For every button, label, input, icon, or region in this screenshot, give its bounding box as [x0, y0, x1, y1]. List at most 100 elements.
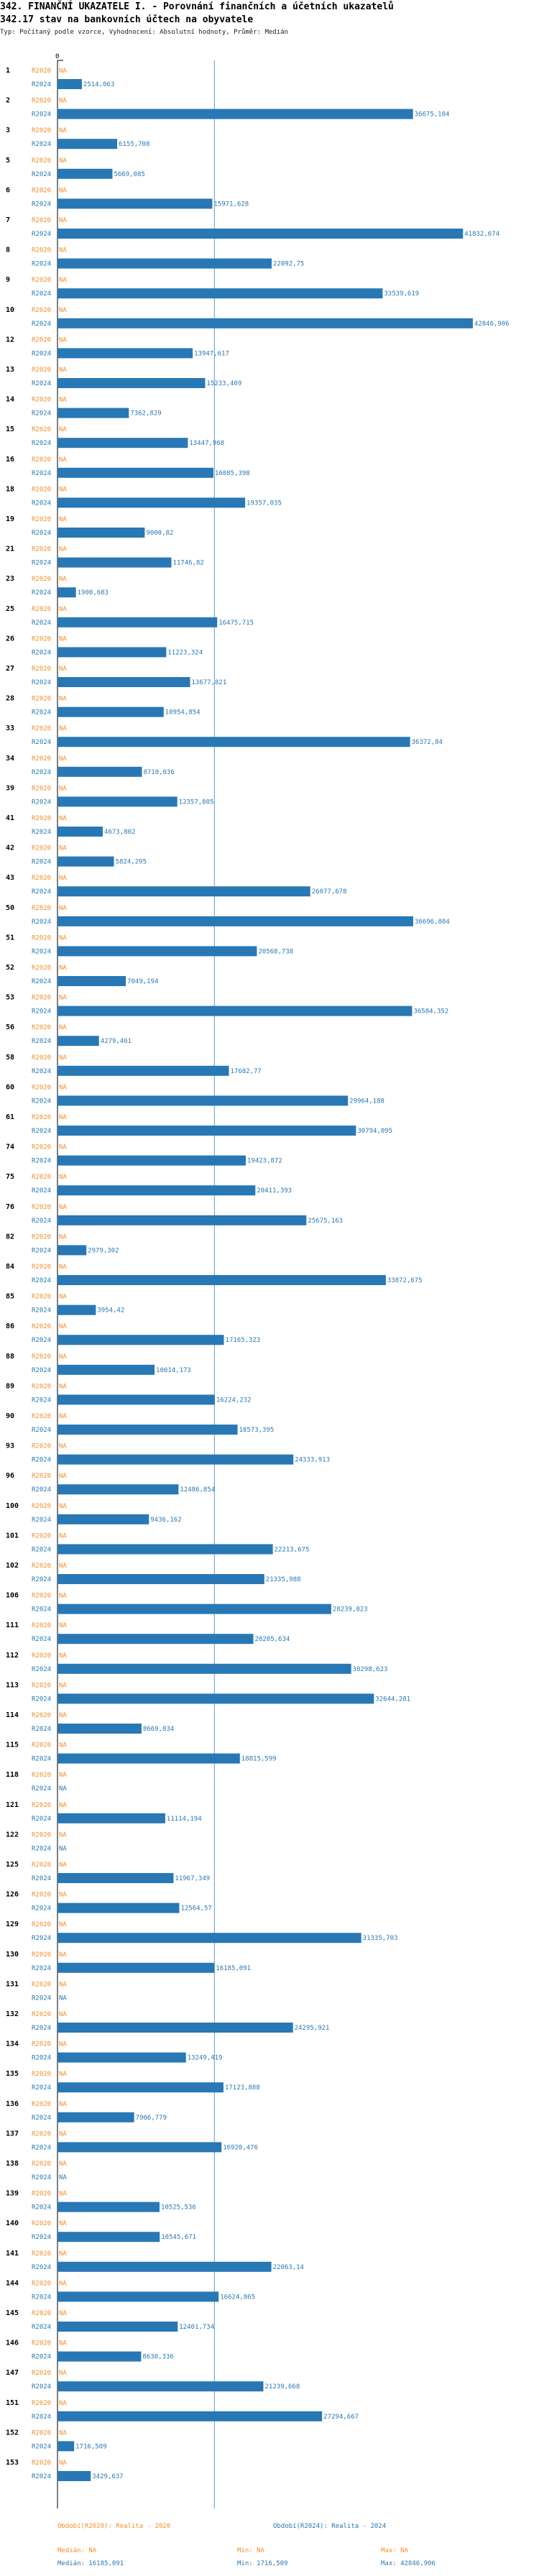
bar-2024	[57, 109, 413, 119]
bar-2024	[57, 587, 76, 598]
value-label-2024: 11746,82	[172, 560, 203, 567]
series-label-2024: R2024	[32, 1816, 51, 1823]
series-label-2024: R2024	[32, 201, 51, 208]
value-label-2020: NA	[59, 247, 67, 254]
series-label-2024: R2024	[32, 1277, 51, 1284]
value-label-2024: 16920,476	[223, 2144, 258, 2151]
value-label-2024: 13447,968	[189, 440, 224, 447]
bar-2024	[57, 1813, 165, 1823]
series-label-2024: R2024	[32, 739, 51, 746]
value-label-2024: 7362,829	[130, 410, 161, 418]
bar-2024	[57, 1215, 307, 1225]
series-label-2020: R2020	[32, 486, 51, 493]
value-label-2020: NA	[59, 1772, 67, 1779]
group-label: 1	[6, 67, 10, 75]
series-label-2020: R2020	[32, 247, 51, 254]
value-label-2020: NA	[59, 1353, 67, 1361]
bar-2024	[57, 1663, 351, 1674]
value-label-2020: NA	[59, 397, 67, 404]
series-label-2020: R2020	[32, 1054, 51, 1062]
group-label: 106	[6, 1592, 19, 1600]
group-label: 153	[6, 2459, 19, 2467]
value-label-2024: 21335,988	[266, 1576, 301, 1583]
series-label-2020: R2020	[32, 336, 51, 344]
value-label-2020: NA	[59, 1024, 67, 1031]
value-label-2024: 2979,302	[88, 1247, 119, 1254]
value-label-2024: 20205,634	[255, 1636, 290, 1643]
value-label-2024: 12401,734	[179, 2324, 214, 2331]
group-label: 56	[6, 1024, 14, 1031]
group-label: 114	[6, 1711, 19, 1719]
value-label-2020: NA	[59, 1742, 67, 1749]
value-label-2024: 10014,173	[156, 1367, 191, 1374]
series-label-2024: R2024	[32, 141, 51, 148]
series-label-2024: R2024	[32, 709, 51, 717]
bar-2024	[57, 617, 218, 627]
value-label-2024: 16185,091	[216, 1965, 251, 1972]
group-label: 129	[6, 1920, 19, 1928]
series-label-2020: R2020	[32, 1772, 51, 1779]
series-label-2024: R2024	[32, 171, 51, 178]
series-label-2020: R2020	[32, 1294, 51, 1301]
value-label-2024: 15971,628	[213, 201, 249, 208]
group-label: 139	[6, 2190, 19, 2198]
bar-2024	[57, 1574, 264, 1584]
group-label: 82	[6, 1233, 14, 1241]
bar-2024	[57, 557, 172, 568]
series-label-2024: R2024	[32, 1367, 51, 1374]
value-label-2024: 9000,82	[146, 530, 173, 537]
series-label-2020: R2020	[32, 2191, 51, 2198]
bar-2024	[57, 2471, 91, 2481]
group-label: 41	[6, 814, 14, 822]
series-label-2020: R2020	[32, 187, 51, 194]
group-label: 25	[6, 605, 14, 613]
series-label-2020: R2020	[32, 1443, 51, 1450]
bar-2024	[57, 2291, 219, 2302]
value-label-2020: NA	[59, 1981, 67, 1988]
bar-2024	[57, 79, 82, 89]
bar-2024	[57, 1484, 179, 1495]
value-label-2020: NA	[59, 1204, 67, 1211]
value-label-2020: NA	[59, 1802, 67, 1809]
value-label-2020: NA	[59, 1622, 67, 1629]
value-label-2020: NA	[59, 2310, 67, 2317]
value-label-2020: NA	[59, 426, 67, 433]
series-label-2024: R2024	[32, 1546, 51, 1553]
series-label-2024: R2024	[32, 1756, 51, 1763]
bar-2024	[57, 2261, 272, 2272]
value-label-2024: 22092,75	[273, 261, 304, 268]
bar-2024	[57, 229, 464, 239]
value-label-2020: NA	[59, 2041, 67, 2048]
legend-2020-header: Období(R2020): Realita - 2020	[57, 2523, 171, 2530]
series-label-2020: R2020	[32, 666, 51, 673]
series-label-2020: R2020	[32, 1144, 51, 1151]
value-label-2024: 6155,708	[119, 141, 149, 148]
value-label-2024: 3954,42	[97, 1307, 124, 1315]
series-label-2020: R2020	[32, 2429, 51, 2437]
value-label-2024: 28239,823	[333, 1606, 368, 1614]
value-label-2024: 22063,14	[273, 2264, 304, 2271]
group-label: 61	[6, 1113, 14, 1121]
value-label-2020: NA	[59, 1443, 67, 1450]
bar-2024	[57, 1185, 256, 1196]
group-label: 102	[6, 1562, 19, 1570]
series-label-2024: R2024	[32, 769, 51, 776]
legend-2024-median: Medián: 16185,091	[57, 2560, 124, 2567]
value-label-2024: 19357,035	[247, 500, 282, 507]
group-label: 34	[6, 755, 14, 763]
series-label-2024: R2024	[32, 1905, 51, 1913]
group-label: 137	[6, 2130, 19, 2138]
series-label-2024: R2024	[32, 948, 51, 955]
value-label-2024: 2514,063	[83, 81, 114, 88]
series-label-2020: R2020	[32, 1862, 51, 1869]
series-label-2020: R2020	[32, 2250, 51, 2258]
series-label-2020: R2020	[32, 367, 51, 374]
bar-2024	[57, 2411, 323, 2421]
value-label-2020: NA	[59, 127, 67, 134]
series-label-2024: R2024	[32, 888, 51, 896]
value-label-2024: 7906,779	[136, 2115, 167, 2122]
value-label-2024: 13677,821	[191, 679, 226, 686]
series-label-2020: R2020	[32, 1413, 51, 1420]
group-label: 5	[6, 157, 10, 165]
group-label: 152	[6, 2429, 19, 2437]
